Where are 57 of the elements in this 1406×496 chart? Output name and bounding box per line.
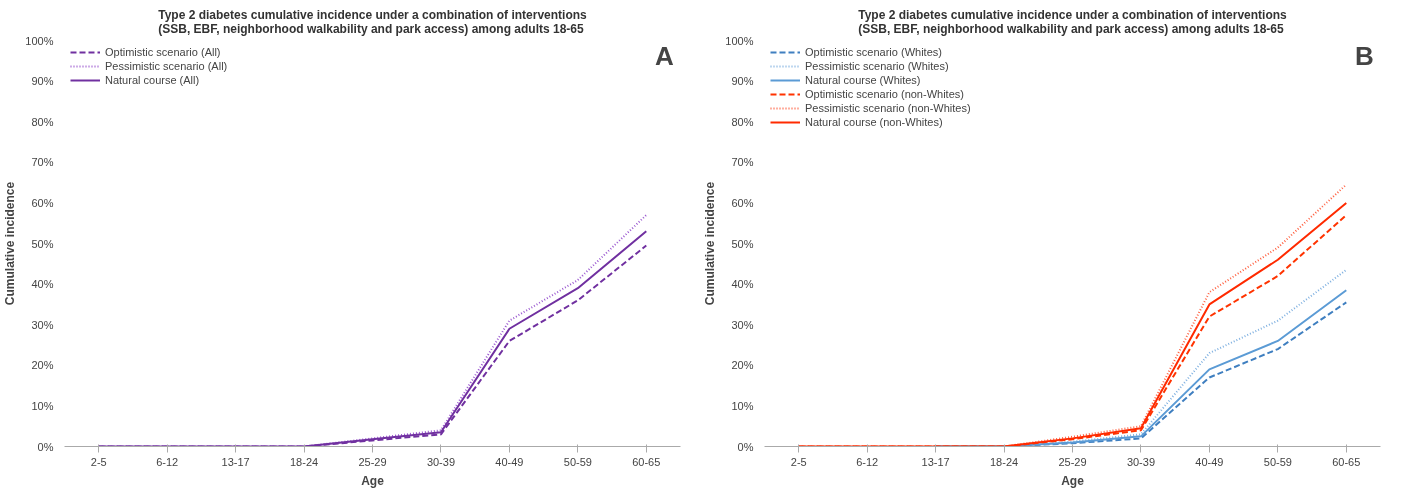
x-tick-label: 18-24 — [989, 455, 1019, 468]
y-tick-label: 100% — [725, 34, 754, 47]
x-axis-title: Age — [1061, 473, 1085, 488]
legend-label: Pessimistic scenario (Whites) — [805, 60, 949, 72]
y-tick-label: 30% — [31, 318, 54, 331]
x-tick-label: 6-12 — [156, 455, 179, 468]
y-tick-label: 80% — [31, 115, 54, 128]
y-tick-label: 0% — [37, 440, 54, 453]
x-tick-label: 60-65 — [632, 455, 661, 468]
legend-label: Natural course (Whites) — [805, 74, 921, 86]
y-tick-label: 20% — [31, 359, 54, 372]
x-axis-title: Age — [361, 473, 385, 488]
y-tick-label: 90% — [31, 75, 54, 88]
y-tick-label: 20% — [731, 359, 754, 372]
y-axis-title: Cumulative incidence — [703, 181, 718, 306]
x-tick-label: 2-5 — [790, 455, 807, 468]
y-tick-label: 30% — [731, 318, 754, 331]
x-tick-label: 40-49 — [495, 455, 524, 468]
y-tick-label: 80% — [731, 115, 754, 128]
y-tick-label: 50% — [731, 237, 754, 250]
x-tick-label: 13-17 — [221, 455, 250, 468]
chart-title: Type 2 diabetes cumulative incidence under a combination of interventions (SSB, EBF, neighborhood walkability and park access) among adults 18-65 — [158, 7, 588, 36]
y-tick-label: 70% — [31, 156, 54, 169]
y-tick-label: 60% — [31, 196, 54, 209]
y-tick-label: 40% — [31, 278, 54, 291]
x-tick-label: 30-39 — [426, 455, 456, 468]
legend-label: Natural course (non-Whites) — [805, 116, 943, 128]
x-tick-label: 50-59 — [1263, 455, 1292, 468]
annotation: A — [654, 40, 674, 71]
legend-label: Optimistic scenario (non-Whites) — [805, 88, 964, 100]
legend-label: Pessimistic scenario (non-Whites) — [805, 102, 971, 114]
chart-title: Type 2 diabetes cumulative incidence under a combination of interventions (SSB, EBF, neighborhood walkability and park access) among adults 18-65 — [858, 7, 1288, 36]
x-tick-label: 18-24 — [289, 455, 319, 468]
legend-label: Natural course (All) — [105, 74, 200, 86]
y-tick-label: 40% — [731, 278, 754, 291]
x-tick-label: 2-5 — [90, 455, 107, 468]
legend-label: Pessimistic scenario (All) — [105, 60, 228, 72]
y-axis-title: Cumulative incidence — [3, 181, 18, 306]
y-tick-label: 0% — [737, 440, 754, 453]
y-tick-label: 70% — [731, 156, 754, 169]
x-tick-label: 50-59 — [563, 455, 592, 468]
legend-label: Optimistic scenario (All) — [105, 46, 221, 58]
y-tick-label: 100% — [25, 34, 54, 47]
y-tick-label: 10% — [31, 399, 54, 412]
x-tick-label: 40-49 — [1195, 455, 1224, 468]
y-tick-label: 50% — [31, 237, 54, 250]
legend-label: Optimistic scenario (Whites) — [805, 46, 942, 58]
y-tick-label: 10% — [731, 399, 754, 412]
x-tick-label: 25-29 — [1058, 455, 1087, 468]
x-tick-label: 25-29 — [358, 455, 387, 468]
x-tick-label: 6-12 — [856, 455, 879, 468]
x-tick-label: 30-39 — [1126, 455, 1156, 468]
y-tick-label: 90% — [731, 75, 754, 88]
x-tick-label: 60-65 — [1332, 455, 1361, 468]
y-tick-label: 60% — [731, 196, 754, 209]
x-tick-label: 13-17 — [921, 455, 950, 468]
annotation: B — [1354, 40, 1374, 71]
